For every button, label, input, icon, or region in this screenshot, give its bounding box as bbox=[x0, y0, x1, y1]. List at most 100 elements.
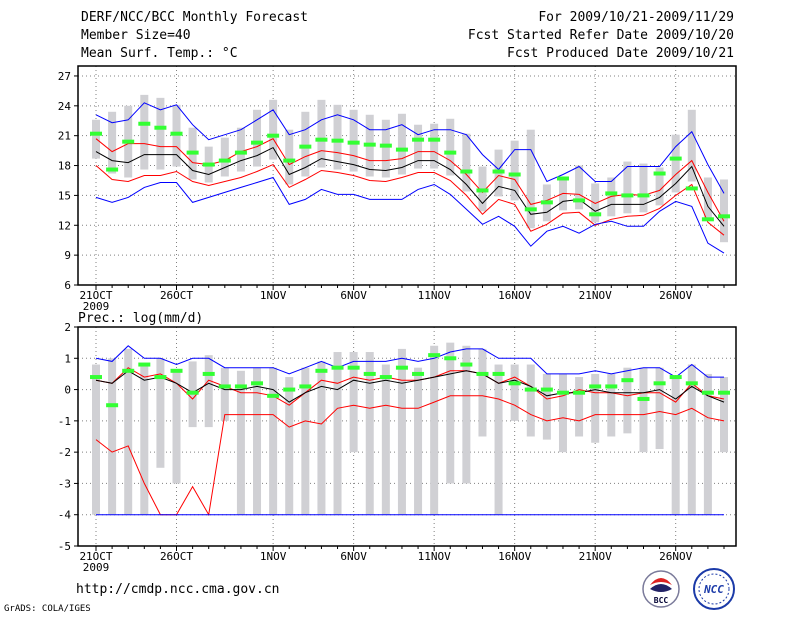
member-size-label: Member Size=40 bbox=[81, 28, 191, 43]
x-tick-label: 6NOV bbox=[340, 550, 367, 563]
precipitation-panel: -5 -4 -3 -2 -1 0 1 2 21OCT 26OCT 1NOV 6NOV 11NOV 16NO… bbox=[58, 321, 737, 574]
median-mark bbox=[460, 362, 473, 367]
median-mark bbox=[267, 133, 280, 138]
median-mark bbox=[331, 138, 344, 143]
ensemble-box bbox=[430, 123, 439, 169]
ensemble-box bbox=[655, 167, 664, 206]
x-tick-label: 16NOV bbox=[498, 550, 531, 563]
median-mark bbox=[90, 131, 102, 136]
ensemble-box bbox=[140, 364, 149, 515]
source-url[interactable]: http://cmdp.ncc.cma.gov.cn bbox=[76, 582, 280, 597]
y-tick-label: 21 bbox=[58, 130, 71, 143]
median-mark bbox=[444, 150, 457, 155]
median-mark bbox=[347, 365, 360, 370]
ensemble-box bbox=[108, 111, 117, 174]
median-mark bbox=[524, 387, 537, 392]
ensemble-box bbox=[365, 352, 374, 515]
y-tick-label: -5 bbox=[58, 540, 71, 553]
median-mark bbox=[524, 207, 537, 212]
x-tick-label: 1NOV bbox=[260, 289, 287, 302]
median-mark bbox=[589, 212, 602, 217]
median-mark bbox=[234, 384, 247, 389]
ensemble-box bbox=[333, 352, 342, 515]
median-mark bbox=[492, 169, 505, 174]
median-mark bbox=[202, 162, 215, 167]
y-tick-label: 12 bbox=[58, 219, 71, 232]
ensemble-box bbox=[140, 94, 149, 170]
bcc-logo: BCC bbox=[642, 570, 680, 608]
ensemble-box bbox=[478, 348, 487, 437]
median-mark bbox=[428, 353, 441, 358]
x-tick-label: 11NOV bbox=[418, 289, 451, 302]
median-mark bbox=[556, 390, 569, 395]
series-line-mean bbox=[95, 370, 725, 403]
median-mark bbox=[556, 176, 569, 181]
ensemble-box bbox=[124, 348, 133, 515]
median-mark bbox=[701, 390, 714, 395]
ensemble-box bbox=[236, 127, 245, 172]
median-mark bbox=[718, 214, 730, 219]
y-tick-label: 1 bbox=[64, 352, 71, 365]
y-tick-label: 0 bbox=[64, 384, 71, 397]
median-mark bbox=[154, 125, 167, 130]
median-mark bbox=[701, 217, 714, 222]
median-mark bbox=[251, 140, 264, 145]
ensemble-box bbox=[317, 99, 326, 168]
median-mark bbox=[138, 362, 151, 367]
median-mark bbox=[347, 140, 360, 145]
x-tick-label: 16NOV bbox=[498, 289, 531, 302]
median-mark bbox=[653, 381, 666, 386]
x-tick-label: 6NOV bbox=[340, 289, 367, 302]
median-mark bbox=[573, 390, 586, 395]
median-mark bbox=[637, 396, 650, 401]
median-mark bbox=[428, 137, 441, 142]
ensemble-box bbox=[542, 373, 551, 440]
series-line-max bbox=[95, 102, 725, 194]
ensemble-box bbox=[414, 367, 423, 515]
ensemble-box bbox=[333, 104, 342, 170]
y-tick-label: 24 bbox=[58, 100, 72, 113]
chart-title: DERF/NCC/BCC Monthly Forecast bbox=[81, 10, 308, 25]
ensemble-box bbox=[462, 345, 471, 484]
ensemble-box bbox=[236, 370, 245, 515]
ensemble-box bbox=[446, 342, 455, 484]
series-line-mean-minus-sd bbox=[95, 163, 725, 236]
ensemble-box bbox=[446, 118, 455, 176]
median-mark bbox=[283, 158, 296, 163]
median-mark bbox=[106, 403, 119, 408]
median-mark bbox=[283, 387, 296, 392]
median-mark bbox=[492, 371, 505, 376]
x-year-label: 2009 bbox=[83, 561, 110, 574]
median-mark bbox=[508, 172, 521, 177]
median-mark bbox=[573, 198, 586, 203]
median-mark bbox=[186, 150, 199, 155]
median-mark bbox=[267, 393, 280, 398]
y-tick-label: 9 bbox=[64, 249, 71, 262]
ensemble-box bbox=[655, 367, 664, 450]
variable-label: Mean Surf. Temp.: °C bbox=[81, 46, 238, 61]
median-mark bbox=[412, 137, 425, 142]
median-mark bbox=[669, 156, 682, 161]
series-line-mean-minus-sd bbox=[95, 395, 725, 517]
median-mark bbox=[605, 384, 618, 389]
y-tick-label: 18 bbox=[58, 160, 71, 173]
y-tick-label: -2 bbox=[58, 446, 71, 459]
ensemble-box bbox=[430, 345, 439, 515]
ncc-logo: NCC bbox=[693, 568, 735, 610]
median-mark bbox=[444, 356, 457, 361]
median-mark bbox=[685, 186, 698, 191]
ensemble-box bbox=[687, 364, 696, 515]
ensemble-box bbox=[108, 358, 117, 515]
y-tick-label: 15 bbox=[58, 189, 71, 202]
x-tick-label: 21NOV bbox=[579, 550, 612, 563]
median-mark bbox=[460, 169, 473, 174]
ensemble-box bbox=[381, 364, 390, 515]
median-mark bbox=[540, 387, 553, 392]
ensemble-box bbox=[526, 364, 535, 437]
ensemble-box bbox=[220, 367, 229, 421]
ensemble-box bbox=[703, 373, 712, 515]
median-mark bbox=[218, 384, 231, 389]
x-tick-label: 21OCT bbox=[79, 550, 112, 563]
ensemble-box bbox=[623, 367, 632, 434]
